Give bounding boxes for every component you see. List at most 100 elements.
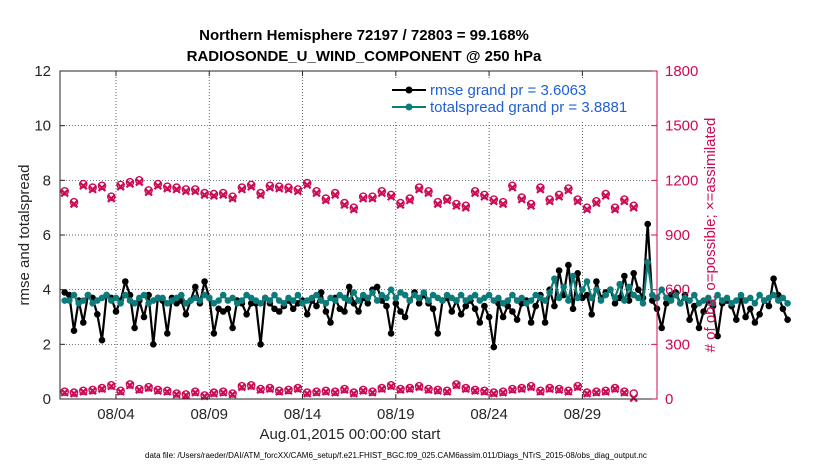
assimilated-lower-obs-point — [209, 389, 219, 398]
assimilated-lower-obs-point — [331, 388, 340, 397]
possible-lower-obs-point — [498, 387, 508, 397]
totalspread-point — [495, 294, 502, 302]
possible-lower-obs-point — [293, 383, 303, 393]
totalspread-point — [737, 291, 745, 299]
assimilated-obs-point — [554, 192, 564, 201]
possible-lower-obs-point — [601, 386, 611, 396]
y-axis-right-label: # of obs: o=possible; ×=assimilated — [702, 118, 719, 353]
assimilated-lower-obs-point — [293, 384, 303, 394]
possible-lower-obs-point — [218, 387, 228, 397]
totalspread-point — [509, 291, 516, 299]
rmse-point — [490, 343, 498, 351]
rmse-point — [257, 341, 264, 348]
rmse-point — [770, 275, 777, 283]
rmse-point — [415, 300, 423, 307]
possible-obs-point — [554, 190, 564, 200]
possible-obs-point — [88, 183, 97, 192]
assimilated-obs-point — [107, 194, 116, 203]
possible-lower-obs-point — [60, 387, 69, 397]
assimilated-lower-obs-point — [275, 387, 284, 396]
rmse-point — [593, 278, 600, 285]
assimilated-obs-point — [582, 205, 592, 214]
totalspread-point — [485, 291, 493, 299]
y-tick-label: 8 — [43, 172, 51, 189]
rmse-point — [434, 330, 442, 337]
possible-obs-point — [274, 182, 284, 191]
assimilated-obs-point — [60, 188, 69, 198]
totalspread-point — [714, 291, 721, 299]
possible-lower-obs-point — [274, 386, 284, 396]
assimilated-obs-point — [247, 182, 256, 191]
assimilated-lower-obs-point — [228, 390, 237, 399]
possible-lower-obs-point — [508, 384, 517, 394]
rmse-point — [644, 220, 651, 228]
assimilated-lower-obs-point — [424, 385, 433, 395]
possible-obs-point — [97, 181, 107, 191]
possible-lower-obs-point — [181, 390, 191, 399]
assimilated-lower-obs-point — [247, 382, 256, 391]
totalspread-point — [569, 272, 577, 280]
possible-obs-point — [321, 194, 331, 203]
assimilated-lower-obs-point — [582, 389, 592, 398]
y-right-tick-label: 1500 — [665, 118, 698, 135]
possible-lower-obs-point — [564, 386, 573, 396]
assimilated-lower-obs-point — [191, 388, 200, 397]
possible-lower-obs-point — [545, 383, 555, 393]
assimilated-obs-point — [275, 184, 284, 193]
rmse-point — [765, 302, 773, 310]
rmse-point — [401, 313, 409, 321]
possible-lower-obs-point — [377, 383, 387, 393]
rmse-point — [164, 330, 171, 337]
rmse-point — [140, 313, 148, 321]
assimilated-lower-obs-point — [592, 388, 601, 397]
totalspread-point — [140, 291, 148, 299]
assimilated-lower-obs-point — [545, 384, 554, 394]
possible-lower-obs-point — [302, 388, 312, 397]
possible-obs-point — [368, 192, 377, 201]
totalspread-point — [546, 289, 553, 296]
y-tick-label: 12 — [34, 63, 51, 80]
y-right-tick-label: 1200 — [665, 172, 698, 189]
possible-obs-point — [498, 197, 508, 207]
assimilated-lower-obs-point — [526, 382, 536, 392]
assimilated-obs-point — [340, 200, 349, 210]
totalspread-point — [784, 300, 791, 307]
rmse-point — [448, 308, 456, 315]
totalspread-point — [616, 280, 623, 288]
assimilated-obs-point — [452, 201, 461, 211]
possible-lower-obs-point — [592, 387, 601, 397]
possible-lower-obs-point — [172, 389, 181, 398]
rmse-point — [471, 305, 479, 313]
assimilated-obs-point — [349, 205, 359, 214]
rmse-point — [192, 283, 199, 291]
assimilated-lower-obs-point — [265, 384, 275, 394]
totalspread-point — [369, 289, 376, 296]
assimilated-lower-obs-point — [116, 387, 125, 396]
rmse-point — [429, 305, 437, 313]
rmse-point — [555, 267, 563, 274]
assimilated-lower-obs-point — [107, 382, 116, 391]
rmse-point — [98, 336, 106, 344]
rmse-point — [700, 308, 707, 315]
totalspread-point — [565, 297, 572, 304]
possible-lower-obs-point — [358, 385, 368, 395]
rmse-point — [224, 305, 232, 313]
assimilated-obs-point — [144, 188, 153, 197]
rmse-point — [341, 308, 348, 315]
possible-obs-point — [508, 181, 517, 191]
possible-obs-point — [620, 195, 629, 204]
possible-lower-obs-point — [190, 387, 200, 397]
rmse-point — [66, 291, 73, 299]
x-tick-label: 08/19 — [377, 406, 415, 423]
y-tick-label: 0 — [43, 391, 51, 408]
rmse-point — [126, 291, 134, 299]
possible-obs-point — [265, 181, 275, 191]
x-axis-label: Aug.01,2015 00:00:00 start — [260, 426, 442, 443]
totalspread-point — [686, 297, 693, 304]
possible-lower-obs-point — [125, 380, 135, 389]
assimilated-obs-point — [200, 190, 209, 200]
totalspread-point — [154, 294, 162, 302]
rmse-point — [481, 302, 488, 310]
rmse-point — [485, 313, 493, 321]
totalspread-point — [560, 283, 567, 291]
